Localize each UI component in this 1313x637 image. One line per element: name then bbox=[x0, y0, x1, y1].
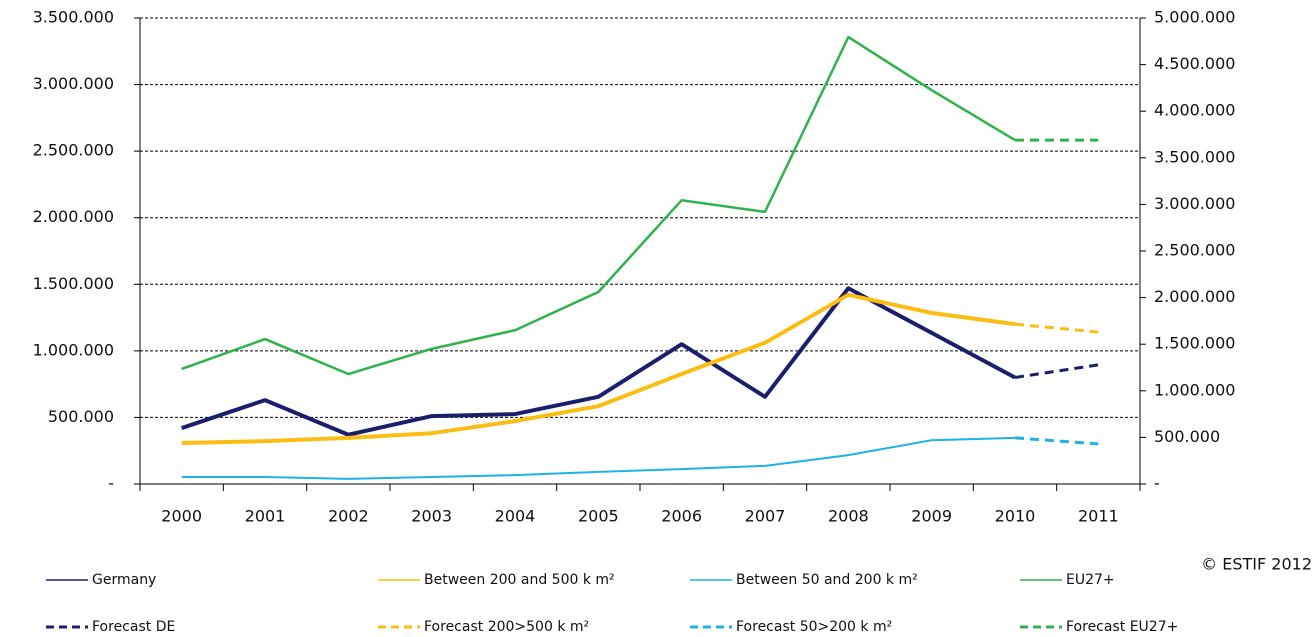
y2-tick-label: 3.000.000 bbox=[1154, 194, 1235, 213]
legend-label: Forecast 50>200 k m² bbox=[736, 619, 892, 635]
y2-tick-label: 4.000.000 bbox=[1154, 101, 1235, 120]
y2-tick-label: 4.500.000 bbox=[1154, 54, 1235, 73]
x-tick-label: 2003 bbox=[411, 507, 452, 526]
x-tick-label: 2002 bbox=[328, 507, 369, 526]
legend-label: Between 200 and 500 k m² bbox=[424, 572, 615, 588]
legend-label: Forecast EU27+ bbox=[1066, 619, 1178, 635]
y-tick-label: 2.000.000 bbox=[33, 207, 114, 226]
y2-tick-label: 1.500.000 bbox=[1154, 334, 1235, 353]
x-tick-label: 2005 bbox=[578, 507, 619, 526]
series-line bbox=[181, 292, 1016, 445]
series-line bbox=[181, 286, 1016, 437]
legend-label: Germany bbox=[92, 572, 156, 588]
legend-label: Between 50 and 200 k m² bbox=[736, 572, 918, 588]
y2-tick-label: 1.000.000 bbox=[1154, 380, 1235, 399]
series-line bbox=[181, 436, 1016, 480]
y2-tick-label: 2.000.000 bbox=[1154, 287, 1235, 306]
y2-tick-label: 5.000.000 bbox=[1154, 8, 1235, 27]
x-tick-label: 2004 bbox=[495, 507, 536, 526]
x-tick-label: 2007 bbox=[745, 507, 786, 526]
legend-label: Forecast 200>500 k m² bbox=[424, 619, 589, 635]
x-tick-label: 2000 bbox=[161, 507, 202, 526]
y-tick-label: 3.500.000 bbox=[33, 8, 114, 27]
y-tick-label: 2.500.000 bbox=[33, 141, 114, 160]
series-line bbox=[181, 35, 1016, 376]
x-tick-label: 2010 bbox=[995, 507, 1036, 526]
legend-label: Forecast DE bbox=[92, 619, 175, 635]
x-tick-label: 2008 bbox=[828, 507, 869, 526]
legend-label: EU27+ bbox=[1066, 572, 1115, 588]
y2-tick-label: 2.500.000 bbox=[1154, 241, 1235, 260]
y2-tick-label: 500.000 bbox=[1154, 427, 1220, 446]
y2-tick-label: - bbox=[1154, 474, 1160, 493]
x-tick-label: 2006 bbox=[661, 507, 702, 526]
y-tick-label: 500.000 bbox=[48, 407, 114, 426]
series-line bbox=[1014, 363, 1099, 379]
y-tick-label: - bbox=[108, 474, 114, 493]
x-tick-label: 2009 bbox=[911, 507, 952, 526]
y-tick-label: 1.500.000 bbox=[33, 274, 114, 293]
y-tick-label: 1.000.000 bbox=[33, 340, 114, 359]
series-line bbox=[1014, 322, 1099, 334]
y2-tick-label: 3.500.000 bbox=[1154, 147, 1235, 166]
x-tick-label: 2001 bbox=[245, 507, 286, 526]
series-line bbox=[1014, 436, 1099, 446]
x-tick-label: 2011 bbox=[1078, 507, 1119, 526]
y-tick-label: 3.000.000 bbox=[33, 74, 114, 93]
copyright: © ESTIF 2012 bbox=[1201, 555, 1312, 574]
